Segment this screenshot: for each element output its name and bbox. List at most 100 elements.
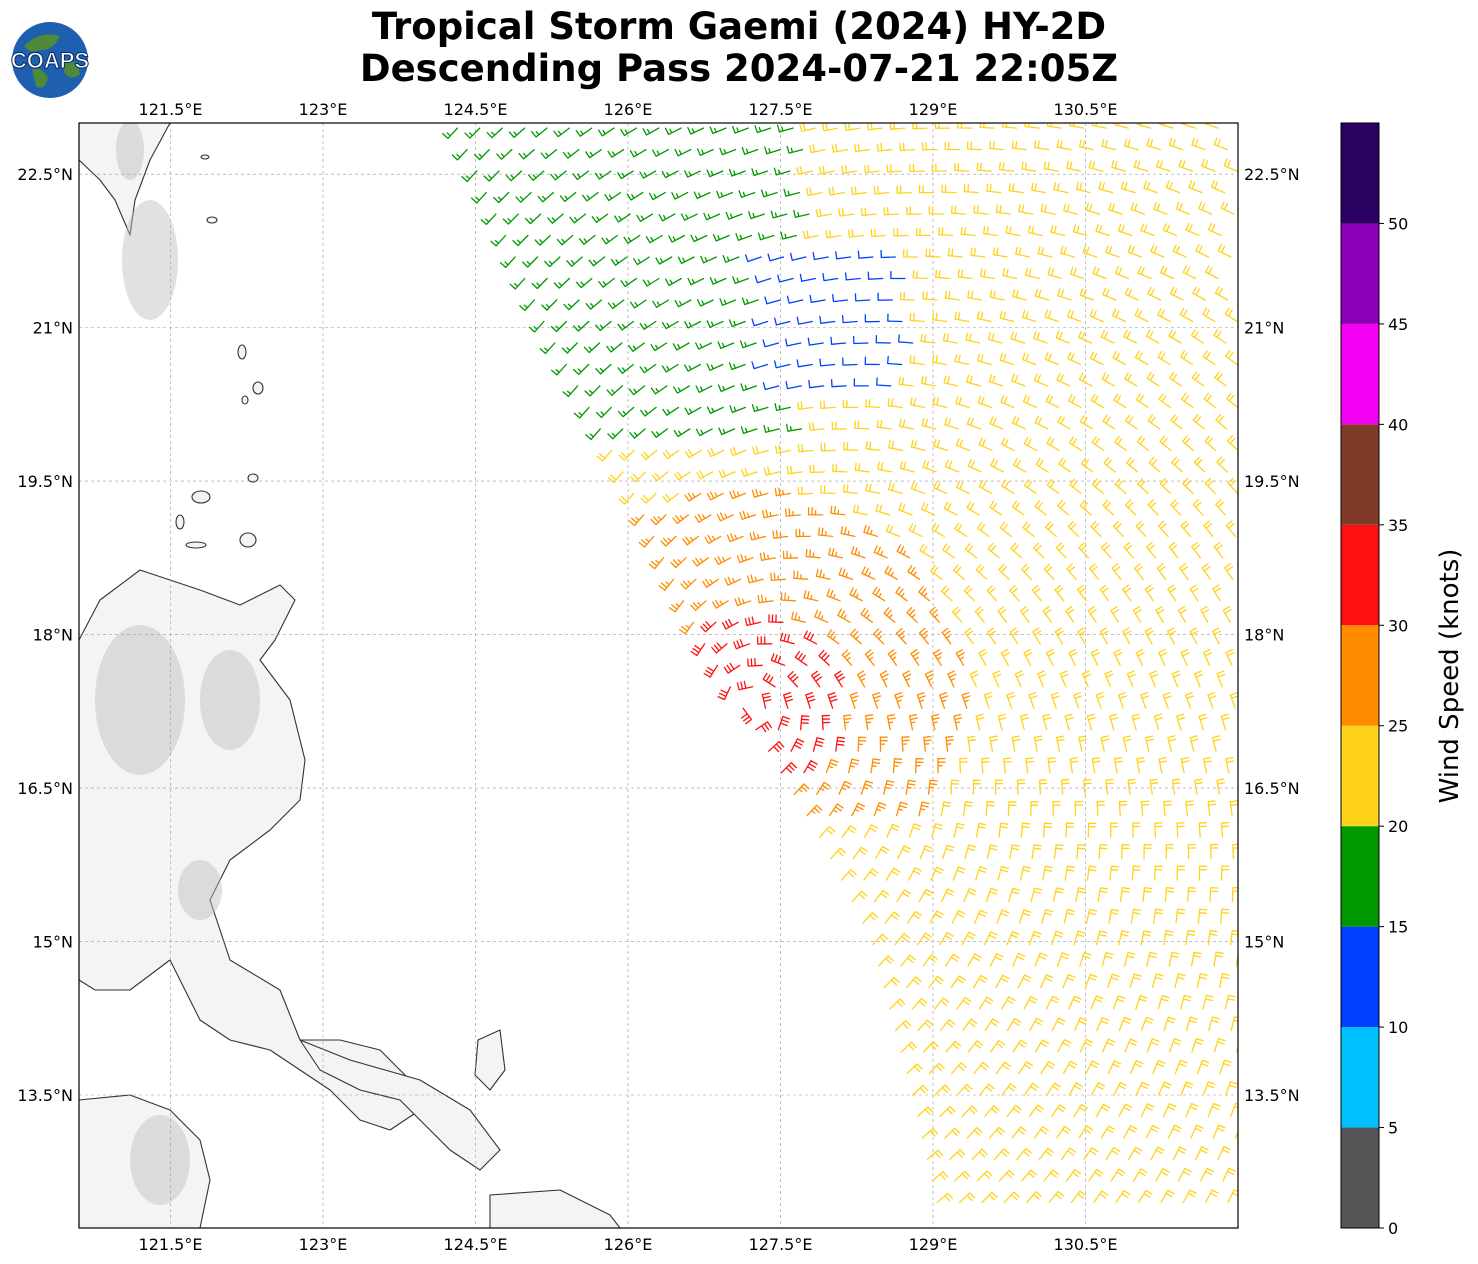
wind-barb <box>940 888 955 903</box>
wind-barb <box>900 1041 917 1053</box>
wind-barb <box>1111 563 1122 580</box>
wind-barb <box>895 628 907 645</box>
wind-barb <box>1081 670 1092 688</box>
colorbar-bin <box>1341 926 1379 1028</box>
wind-barb <box>1225 756 1235 774</box>
wind-barb <box>595 363 612 375</box>
wind-barb <box>876 143 893 152</box>
lon-tick-label-top: 130.5°E <box>1054 100 1118 119</box>
land-taiwan-tip <box>79 123 171 236</box>
wind-barb <box>793 570 809 580</box>
wind-barb <box>930 564 943 580</box>
wind-barb <box>837 608 851 623</box>
wind-barb <box>983 226 999 237</box>
wind-barb <box>1109 865 1119 881</box>
wind-barb <box>1011 735 1021 752</box>
wind-barb <box>768 614 784 623</box>
wind-barb <box>747 658 763 667</box>
wind-barb <box>810 670 823 688</box>
wind-barb <box>1123 1125 1138 1139</box>
wind-barb <box>734 597 752 607</box>
terrain-shade <box>116 123 144 180</box>
wind-barb <box>816 781 831 795</box>
colorbar-bin <box>1341 123 1379 224</box>
logo-text: COAPS <box>11 48 89 73</box>
wind-barb <box>1075 887 1086 903</box>
wind-barb <box>1073 1017 1088 1032</box>
wind-barb <box>976 162 992 172</box>
lat-tick-label-left: 18°N <box>33 626 73 645</box>
wind-barb <box>955 649 965 666</box>
wind-barb <box>1205 1189 1219 1204</box>
wind-barb <box>1017 974 1032 989</box>
wind-barb <box>706 320 724 328</box>
wind-barb <box>740 383 758 392</box>
wind-barb <box>894 932 911 946</box>
wind-barb <box>1159 265 1174 280</box>
lat-tick-label-right: 18°N <box>1244 626 1284 645</box>
wind-barb <box>777 274 794 283</box>
wind-barb <box>582 191 599 202</box>
wind-barb <box>645 234 663 244</box>
wind-barb <box>807 337 824 346</box>
wind-barb <box>751 361 769 370</box>
lat-tick-label-left: 19.5°N <box>17 472 73 491</box>
colorbar-bin <box>1341 1027 1379 1128</box>
wind-barb <box>861 566 876 580</box>
wind-barb <box>620 127 638 137</box>
wind-barb <box>785 381 802 390</box>
wind-barb <box>1083 778 1092 795</box>
wind-barb <box>1207 1102 1221 1118</box>
wind-barb <box>707 448 725 458</box>
wind-barb <box>1053 844 1064 860</box>
wind-barb <box>1002 268 1018 280</box>
wind-barb <box>1067 521 1080 538</box>
wind-barb <box>979 1083 995 1096</box>
wind-barb <box>1047 757 1057 774</box>
wind-barb <box>1084 973 1098 989</box>
wind-barb <box>509 277 526 290</box>
lat-tick-label-left: 21°N <box>33 319 73 338</box>
wind-barb <box>1202 350 1216 366</box>
wind-barb <box>741 297 759 306</box>
colorbar-bin <box>1341 1127 1379 1228</box>
wind-barb <box>872 933 889 946</box>
wind-barb <box>1214 286 1229 301</box>
wind-barb <box>1046 478 1060 495</box>
wind-barb <box>919 844 933 860</box>
wind-barb <box>763 424 780 433</box>
wind-barb <box>920 333 936 344</box>
wind-barb <box>786 145 804 154</box>
colorbar-bin <box>1341 323 1379 425</box>
wind-barb <box>961 692 971 709</box>
wind-barb <box>1023 648 1033 666</box>
wind-barb <box>1113 393 1127 409</box>
wind-barb <box>854 143 871 153</box>
wind-barb <box>1159 435 1172 452</box>
wind-barb <box>722 254 740 263</box>
wind-barb <box>831 143 848 153</box>
wind-barb <box>776 124 794 133</box>
wind-barb <box>617 170 634 180</box>
lon-tick-label-top: 129°E <box>909 100 958 119</box>
wind-barb <box>936 1192 954 1204</box>
wind-barb <box>889 998 906 1010</box>
wind-barb <box>961 1105 978 1118</box>
wind-barb <box>1123 951 1136 967</box>
wind-barb <box>1148 456 1161 473</box>
wind-barb <box>640 449 658 461</box>
wind-barb <box>1191 541 1202 559</box>
wind-barb <box>1057 1039 1072 1053</box>
wind-barb <box>684 406 702 415</box>
wind-barb <box>999 352 1015 366</box>
wind-barb <box>900 954 916 967</box>
wind-barb <box>1124 499 1137 516</box>
wind-barb <box>851 890 868 903</box>
colorbar-tick-label: 35 <box>1388 516 1408 535</box>
wind-barb <box>992 247 1008 258</box>
wind-barb <box>1014 670 1024 688</box>
wind-barb <box>922 460 937 473</box>
wind-barb <box>1042 713 1052 731</box>
wind-barb <box>978 996 994 1010</box>
wind-barb <box>566 256 583 267</box>
